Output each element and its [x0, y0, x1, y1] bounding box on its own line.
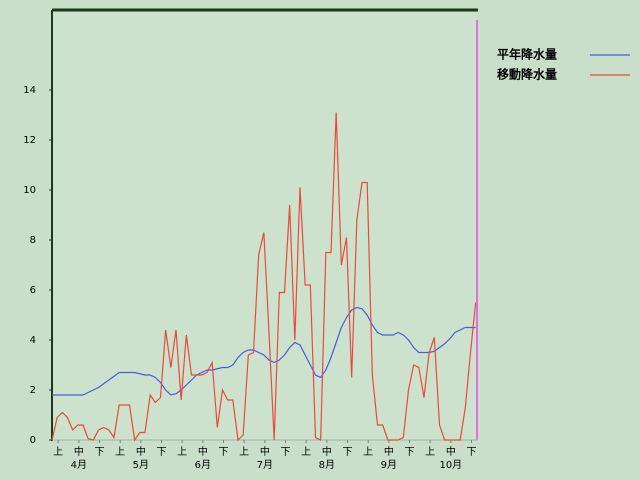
series-line	[51, 112, 477, 442]
x-tick-label: 下	[467, 447, 477, 458]
month-label: 10月	[439, 459, 462, 471]
y-tick-label: 10	[23, 185, 36, 196]
y-tick-label: 2	[30, 385, 36, 396]
x-tick-label: 上	[363, 446, 373, 458]
y-tick-label: 14	[23, 85, 36, 96]
y-tick-label: 0	[30, 435, 36, 446]
x-tick-label: 上	[53, 446, 63, 458]
legend-label: 平年降水量	[497, 47, 557, 62]
x-tick-label: 上	[115, 446, 125, 458]
x-tick-label: 中	[446, 445, 456, 458]
x-tick-label: 中	[260, 445, 270, 458]
x-tick-label: 下	[157, 447, 167, 458]
plot-area	[52, 10, 478, 440]
x-tick-label: 上	[425, 446, 435, 458]
x-tick-label: 上	[239, 446, 249, 458]
y-tick-label: 6	[30, 285, 36, 296]
y-tick-label: 12	[23, 135, 36, 146]
y-tick-label: 4	[30, 335, 36, 346]
x-tick-label: 下	[281, 447, 291, 458]
month-label: 8月	[319, 459, 335, 471]
x-tick-label: 上	[177, 446, 187, 458]
x-tick-label: 下	[219, 447, 229, 458]
x-tick-label: 下	[405, 447, 415, 458]
month-label: 6月	[195, 459, 211, 471]
x-tick-label: 中	[198, 445, 208, 458]
y-tick-label: 8	[30, 235, 36, 246]
x-tick-label: 中	[136, 445, 146, 458]
x-tick-label: 中	[74, 445, 84, 458]
month-label: 9月	[381, 459, 397, 471]
x-tick-label: 中	[322, 445, 332, 458]
month-label: 7月	[257, 459, 273, 471]
x-tick-label: 下	[95, 447, 105, 458]
x-tick-label: 中	[384, 445, 394, 458]
x-tick-label: 下	[343, 447, 353, 458]
legend-label: 移動降水量	[497, 67, 557, 82]
x-tick-label: 上	[301, 446, 311, 458]
month-label: 5月	[133, 459, 149, 471]
series-line	[52, 306, 476, 396]
month-label: 4月	[71, 459, 87, 471]
